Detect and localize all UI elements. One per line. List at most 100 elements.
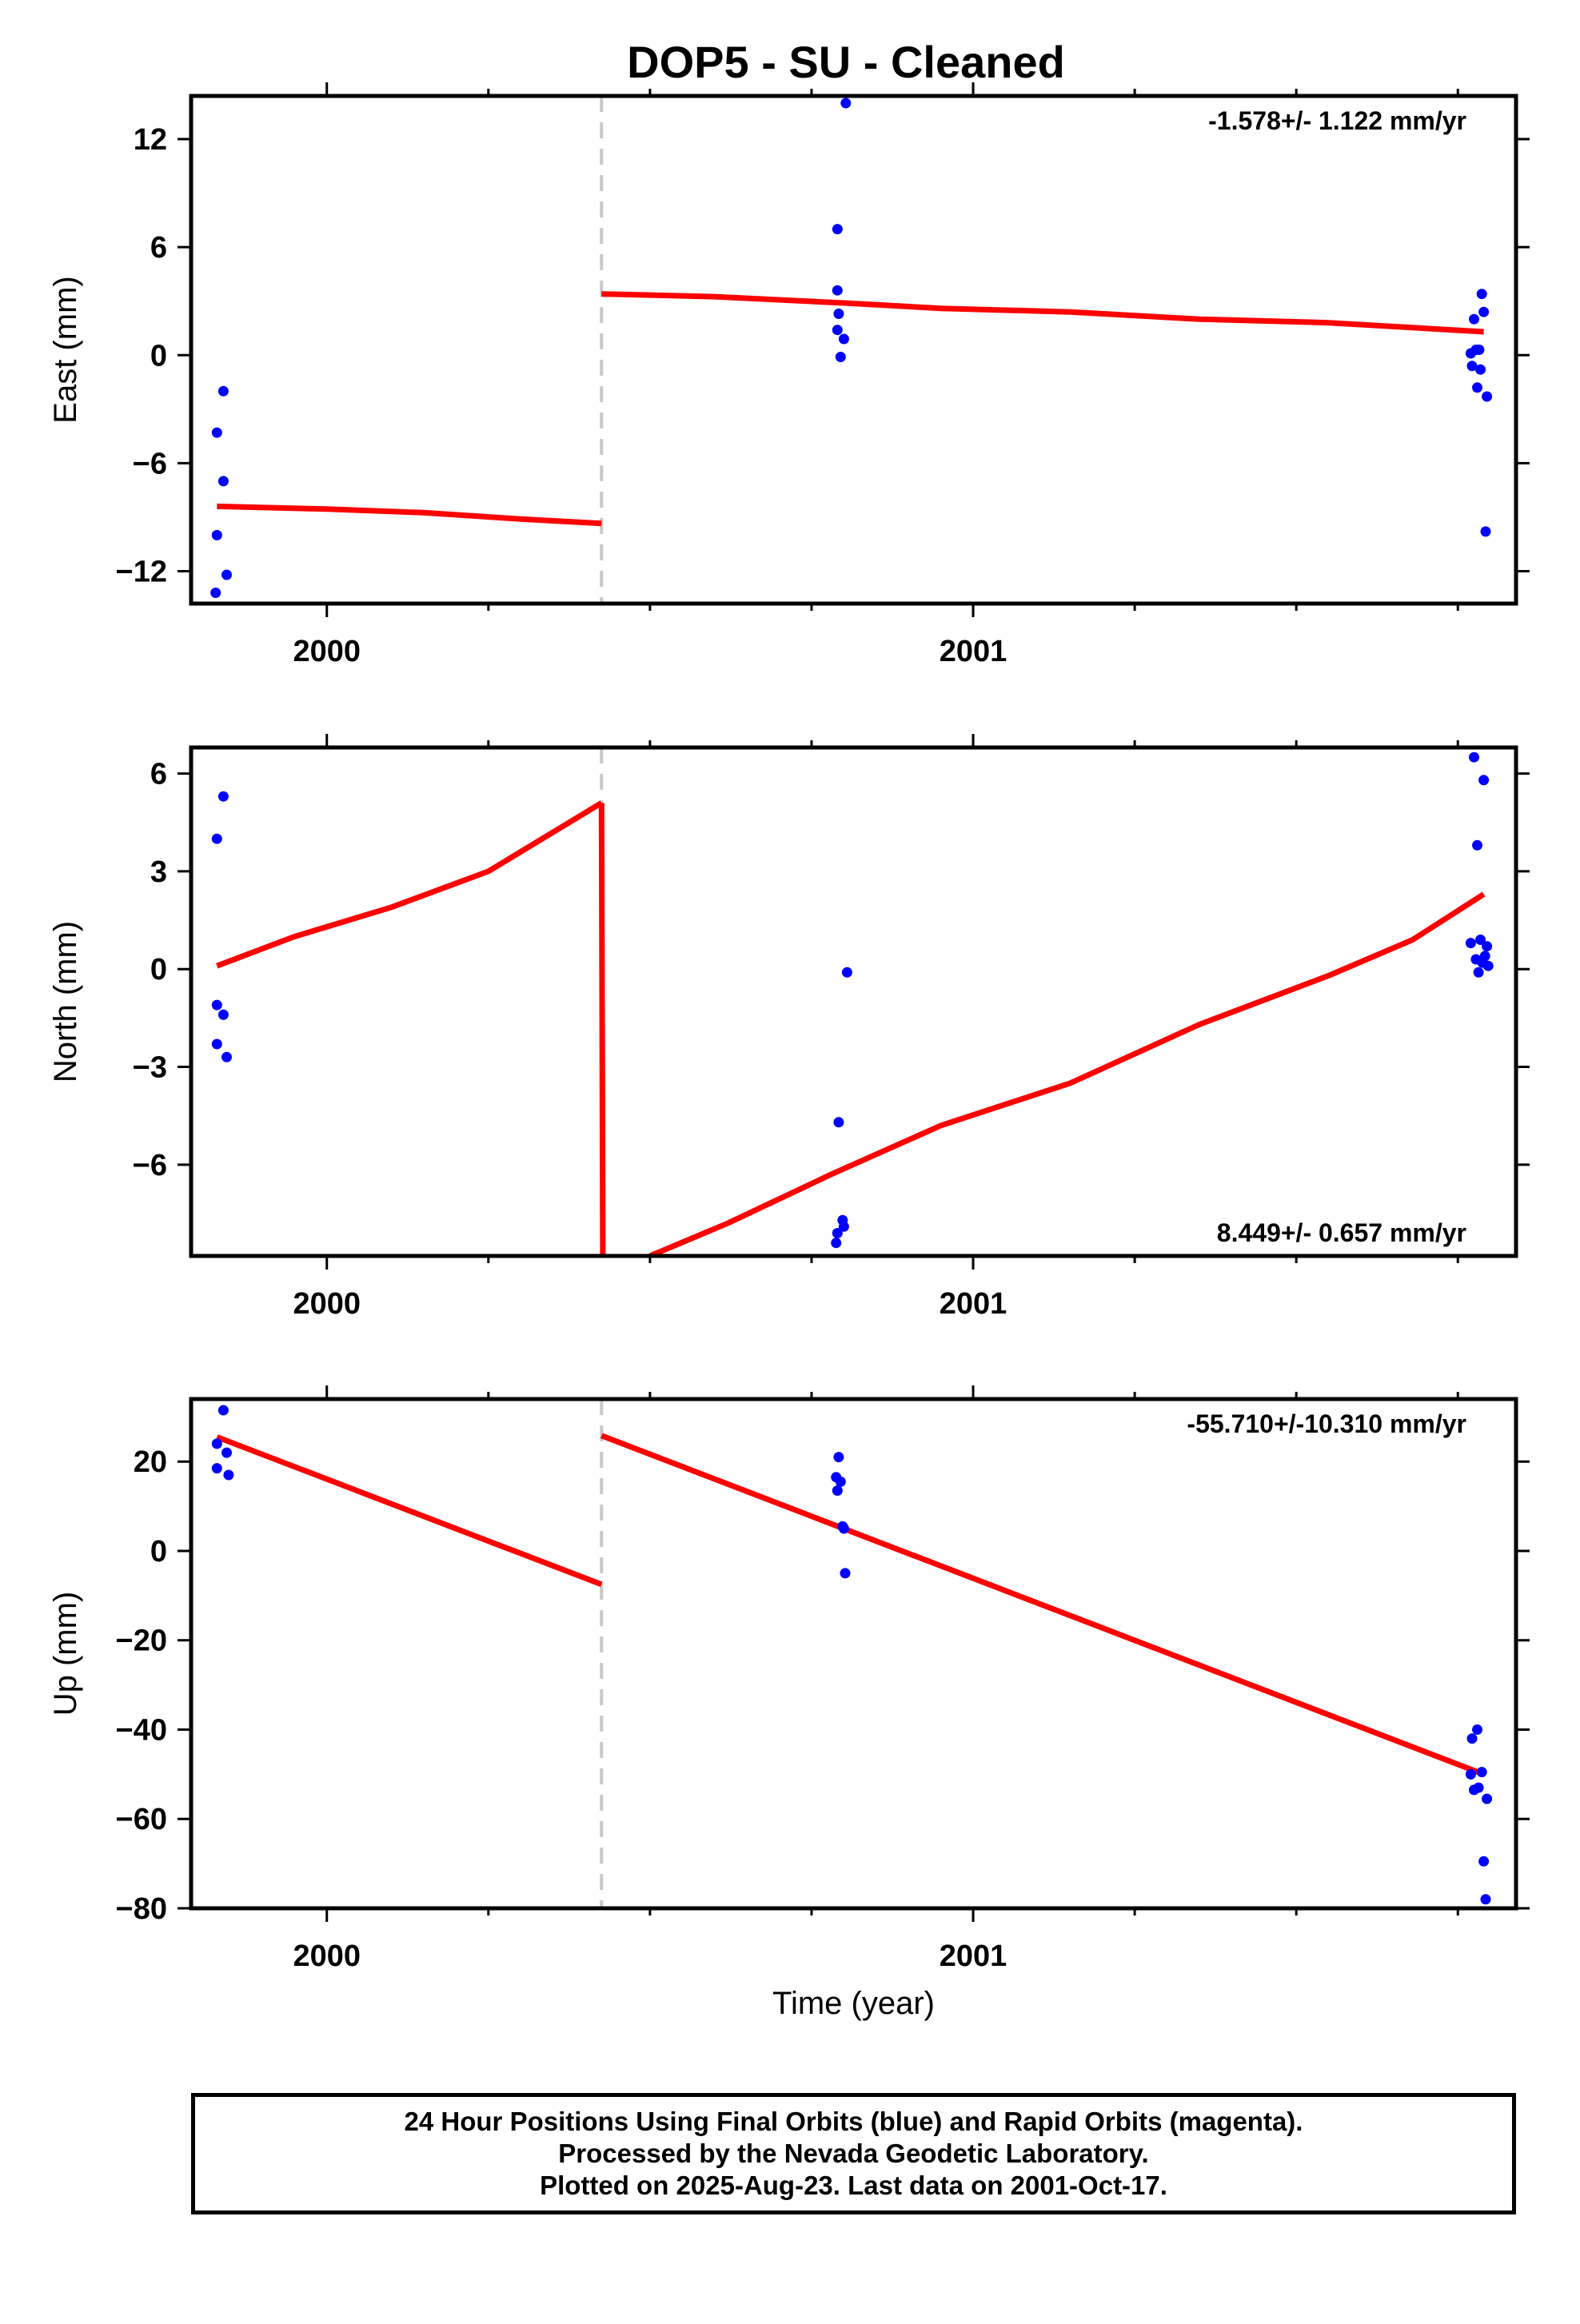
up-data-point xyxy=(1466,1733,1478,1744)
north-data-point xyxy=(1475,935,1486,945)
up-y-tick-label: −20 xyxy=(116,1624,167,1658)
up-x-tick-label: 2000 xyxy=(293,1939,361,1973)
east-x-tick-label: 2000 xyxy=(293,635,361,668)
up-y-tick-label: −40 xyxy=(116,1713,167,1747)
north-data-point xyxy=(1465,938,1476,949)
north-model-segment xyxy=(648,891,1486,1256)
up-data-point xyxy=(1482,1793,1493,1804)
east-y-axis-label: East (mm) xyxy=(48,276,83,423)
up-data-point xyxy=(835,1476,846,1487)
north-y-tick-label: 0 xyxy=(150,953,167,987)
east-data-point xyxy=(217,476,229,487)
east-data-point xyxy=(1478,306,1490,317)
north-data-point xyxy=(211,1038,222,1050)
up-data-point xyxy=(837,1521,848,1532)
up-data-point xyxy=(1480,1894,1491,1905)
east-y-tick-label: −6 xyxy=(133,447,167,480)
up-data-point xyxy=(211,1438,222,1449)
east-data-point xyxy=(835,352,846,362)
north-data-point xyxy=(1469,751,1479,763)
north-x-tick-label: 2000 xyxy=(293,1287,361,1321)
north-y-tick-label: −6 xyxy=(133,1149,167,1182)
x-axis-label: Time (year) xyxy=(772,1986,935,2021)
up-y-axis-label: Up (mm) xyxy=(48,1592,83,1716)
north-plot-frame xyxy=(189,745,1518,1258)
east-data-point xyxy=(1480,526,1491,537)
north-data-point xyxy=(831,1238,842,1249)
east-model-segment xyxy=(217,503,602,527)
north-data-point xyxy=(838,1221,849,1232)
north-data-point xyxy=(1482,941,1493,952)
north-y-tick-label: 6 xyxy=(150,758,167,791)
up-data-point xyxy=(221,1447,232,1458)
north-data-point xyxy=(217,1009,229,1020)
up-model-segment xyxy=(216,1434,603,1588)
north-panel: −6 −3 0 3 6 2000 2001 North (mm) 8.449+/- 0.657 … xyxy=(48,734,1530,1321)
east-data-point xyxy=(833,309,844,319)
north-data-point xyxy=(221,1051,232,1062)
up-data-point xyxy=(833,1452,844,1463)
east-plot-frame xyxy=(189,94,1518,606)
east-velocity-label: -1.578+/- 1.122 mm/yr xyxy=(1208,106,1466,135)
north-y-axis-label: North (mm) xyxy=(48,921,83,1082)
east-data-point xyxy=(832,224,843,235)
east-panel: −12 −6 0 6 12 2000 2001 East (mm) -1.578+/- 1.12… xyxy=(48,82,1530,668)
chart-title: DOP5 - SU - Cleaned xyxy=(627,37,1065,87)
east-data-point xyxy=(838,333,849,345)
east-y-tick-label: 12 xyxy=(134,123,167,157)
north-data-point xyxy=(1472,839,1482,851)
east-data-point xyxy=(832,325,843,336)
east-data-point xyxy=(1469,313,1479,325)
east-data-point xyxy=(221,569,232,580)
up-data-point xyxy=(223,1469,234,1481)
east-y-tick-label: 6 xyxy=(150,231,167,265)
up-x-tick-label: 2001 xyxy=(940,1939,1007,1973)
north-data-point xyxy=(832,1228,843,1238)
north-data-point xyxy=(211,833,222,844)
east-y-tick-label: 0 xyxy=(150,339,167,373)
north-data-point xyxy=(1478,775,1490,786)
up-y-tick-label: −80 xyxy=(116,1892,167,1926)
up-plot-frame xyxy=(189,1397,1518,1911)
up-velocity-label: -55.710+/-10.310 mm/yr xyxy=(1187,1409,1466,1438)
footer-line-plotted: Plotted on 2025-Aug-23. Last data on 200… xyxy=(540,2171,1167,2200)
up-data-point xyxy=(1472,1724,1482,1735)
north-y-tick-label: −3 xyxy=(133,1051,167,1085)
up-model-segment xyxy=(600,1433,1485,1777)
east-data-point xyxy=(211,427,222,438)
east-data-point xyxy=(1475,364,1486,375)
east-x-tick-label: 2001 xyxy=(940,635,1007,668)
up-y-tick-label: 0 xyxy=(150,1535,167,1569)
up-data-point xyxy=(211,1463,222,1474)
footer-line-orbits: 24 Hour Positions Using Final Orbits (bl… xyxy=(404,2107,1303,2136)
up-data-point xyxy=(840,1568,851,1579)
up-data-point xyxy=(217,1405,229,1416)
north-data-point xyxy=(833,1117,844,1128)
north-model-segment xyxy=(598,803,606,1256)
up-y-tick-label: 20 xyxy=(134,1445,167,1479)
east-data-point xyxy=(217,385,229,397)
north-data-point xyxy=(1473,967,1484,978)
up-data-point xyxy=(1478,1856,1490,1867)
north-y-tick-label: 3 xyxy=(150,855,167,889)
east-y-tick-label: −12 xyxy=(116,555,167,588)
up-data-point xyxy=(832,1485,843,1496)
up-data-point xyxy=(1465,1768,1476,1780)
up-panel: −80 −60 −40 −20 0 20 2000 2001 Up (mm) -55.710+/-… xyxy=(48,1385,1530,2021)
north-x-tick-label: 2001 xyxy=(940,1287,1007,1321)
north-data-point xyxy=(1482,960,1494,971)
north-data-point xyxy=(841,967,852,978)
footer-line-processed: Processed by the Nevada Geodetic Laborat… xyxy=(558,2139,1149,2168)
east-data-point xyxy=(1482,391,1493,402)
footer-box: 24 Hour Positions Using Final Orbits (bl… xyxy=(191,2093,1516,2214)
east-data-point xyxy=(1472,382,1482,393)
east-model-segment xyxy=(601,291,1484,335)
up-data-point xyxy=(1473,1782,1484,1793)
east-data-point xyxy=(1466,361,1478,372)
north-data-point xyxy=(217,791,229,802)
east-data-point xyxy=(1476,289,1487,300)
east-data-point xyxy=(832,285,843,296)
north-data-point xyxy=(1479,951,1490,962)
